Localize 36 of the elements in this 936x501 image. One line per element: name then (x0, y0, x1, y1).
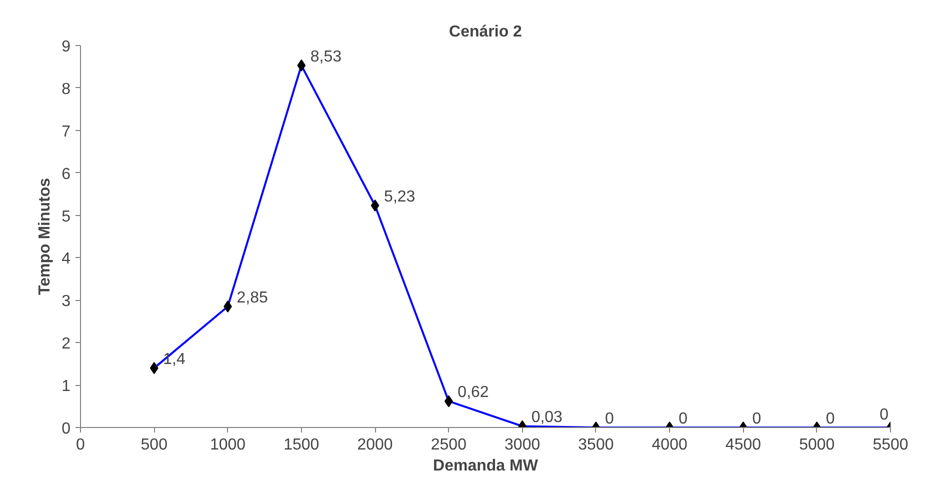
data-label: 0,62 (458, 384, 489, 402)
data-label: 0 (604, 410, 614, 428)
x-tick-label: 2500 (430, 436, 467, 454)
data-label: 2,85 (236, 290, 268, 307)
data-label: 0 (880, 406, 889, 424)
y-tick-label: 0 (62, 420, 71, 438)
x-tick-label: 3500 (578, 436, 614, 454)
x-tick-label: 1000 (210, 436, 246, 454)
x-tick-label: 4500 (725, 436, 762, 454)
data-label: 5,23 (384, 188, 416, 206)
data-label: 0,03 (531, 409, 563, 426)
x-axis-title: Demanda MW (433, 458, 539, 474)
x-tick-label: 0 (76, 436, 86, 454)
data-label: 0 (752, 410, 762, 428)
y-tick-label: 9 (62, 38, 71, 56)
x-tick-label: 4000 (652, 436, 688, 454)
x-tick-label: 5000 (799, 436, 835, 454)
data-label: 1,4 (163, 351, 186, 368)
x-tick-label: 5500 (872, 436, 908, 454)
y-tick-label: 2 (62, 336, 71, 353)
x-tick-label: 1500 (284, 436, 320, 454)
data-label: 0 (826, 410, 835, 428)
y-tick-label: 5 (62, 208, 71, 226)
y-tick-label: 6 (62, 166, 71, 183)
y-tick-label: 1 (62, 378, 71, 396)
data-label: 0 (678, 410, 688, 428)
y-tick-label: 8 (62, 80, 71, 98)
x-tick-label: 500 (140, 436, 168, 454)
x-tick-label: 3000 (504, 436, 540, 454)
chart-title: Cenário 2 (449, 24, 522, 40)
x-tick-label: 2000 (357, 436, 393, 454)
data-label: 8,53 (310, 48, 342, 66)
y-tick-label: 4 (62, 250, 71, 268)
y-tick-label: 3 (62, 293, 71, 310)
y-tick-label: 7 (62, 123, 71, 140)
y-axis-title: Tempo Minutos (36, 178, 54, 296)
